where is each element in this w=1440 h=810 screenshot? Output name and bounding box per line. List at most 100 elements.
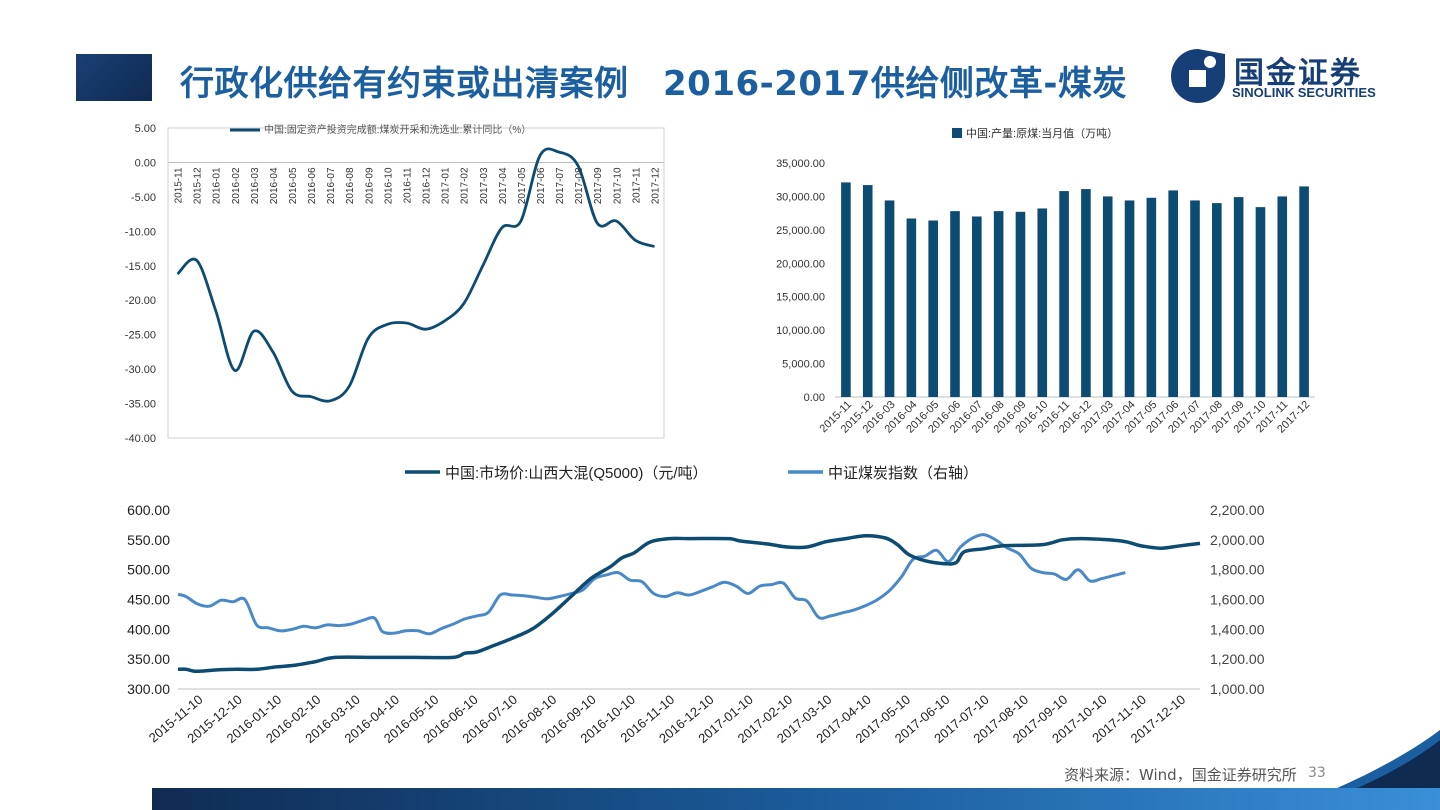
production-bar (1015, 211, 1026, 397)
y-tick-label: -40.00 (125, 433, 156, 445)
source-note: 资料来源：Wind，国金证券研究所 (1064, 766, 1297, 784)
y-left-tick-label: 550.00 (127, 532, 170, 548)
production-bar (884, 200, 895, 397)
production-bar (1255, 207, 1266, 397)
x-tick-label: 2016-02 (231, 167, 242, 204)
y-tick-label: 15,000.00 (776, 292, 825, 304)
production-bar (993, 211, 1004, 397)
y-left-tick-label: 350.00 (127, 651, 170, 667)
y-tick-label: -30.00 (125, 364, 156, 376)
production-bar (928, 220, 938, 397)
y-left-tick-label: 450.00 (127, 592, 170, 608)
coal-price-line (177, 533, 1201, 674)
x-tick-label: 2015-11 (174, 167, 185, 203)
x-tick-label: 2016-03 (250, 167, 261, 204)
x-tick-label: 2016-07 (326, 167, 337, 204)
legend-swatch (952, 128, 962, 138)
production-bar (972, 216, 982, 397)
company-logo: 国金证券 SINOLINK SECURITIES (1168, 46, 1418, 104)
production-bar (1212, 203, 1222, 397)
y-left-tick-label: 300.00 (127, 681, 170, 697)
y-tick-label: 0.00 (804, 392, 825, 404)
x-tick-label: 2017-07 (555, 167, 566, 204)
production-bar (1190, 200, 1200, 397)
y-right-tick-label: 2,200.00 (1210, 502, 1265, 518)
page-title: 行政化供给有约束或出清案例 2016-2017供给侧改革-煤炭 (180, 64, 1127, 104)
production-bar (1299, 186, 1309, 397)
production-bar (1233, 197, 1244, 397)
page-number: 33 (1308, 765, 1326, 781)
x-tick-label: 2017-09 (593, 167, 604, 204)
legend-label-index: 中证煤炭指数（右轴） (828, 465, 978, 482)
y-tick-label: -35.00 (125, 399, 156, 411)
x-tick-label: 2016-08 (345, 167, 356, 204)
y-right-tick-label: 1,000.00 (1210, 681, 1265, 697)
investment-growth-line (176, 147, 655, 403)
y-tick-label: 25,000.00 (776, 225, 825, 237)
x-tick-label: 2016-01 (212, 167, 223, 204)
x-tick-label: 2016-10 (383, 167, 394, 204)
logo-english-text: SINOLINK SECURITIES (1232, 85, 1376, 100)
logo-chinese-text: 国金证券 (1234, 56, 1362, 91)
production-bar (1124, 200, 1135, 397)
footer-bar (152, 788, 1440, 810)
plot-frame (167, 127, 665, 439)
legend-label: 中国:固定资产投资完成额:煤炭开采和洗选业:累计同比（%） (264, 123, 531, 136)
production-bar (906, 218, 917, 397)
x-tick-label: 2017-01 (441, 167, 452, 204)
y-left-tick-label: 400.00 (127, 621, 170, 637)
y-tick-label: -15.00 (125, 261, 156, 273)
production-bar (1037, 208, 1048, 397)
y-tick-label: 30,000.00 (776, 191, 825, 203)
production-bar (862, 185, 873, 397)
y-tick-label: 10,000.00 (776, 325, 825, 337)
y-tick-label: -20.00 (125, 295, 156, 307)
x-tick-label: 2015-12 (193, 167, 204, 204)
y-tick-label: 5.00 (135, 123, 156, 135)
production-bar (1146, 197, 1157, 397)
x-tick-label: 2017-03 (479, 167, 490, 204)
coal-production-chart: 中国:产量:原煤:当月值（万吨） 35,000.00 30,000.00 25,00… (776, 126, 1315, 436)
x-tick-label: 2017-06 (536, 167, 547, 204)
x-tick-label: 2017-12 (650, 167, 661, 204)
production-bar (950, 211, 960, 397)
coal-index-line (177, 533, 1126, 636)
x-tick-label: 2017-08 (574, 167, 585, 204)
production-bar (1168, 190, 1178, 397)
x-tick-label: 2016-11 (402, 167, 413, 203)
production-bar (1102, 196, 1113, 397)
x-tick-label: 2017-11 (631, 167, 642, 203)
y-tick-label: -5.00 (131, 192, 156, 204)
x-tick-label: 2017-10 (612, 167, 623, 204)
x-tick-label: 2016-06 (307, 167, 318, 204)
production-bar (1081, 189, 1091, 397)
y-tick-label: 0.00 (135, 157, 156, 169)
production-bar (1059, 191, 1069, 397)
x-tick-label: 2016-09 (364, 167, 375, 204)
y-tick-label: -25.00 (125, 330, 156, 342)
y-tick-label: 35,000.00 (776, 158, 825, 170)
legend-label-price: 中国:市场价:山西大混(Q5000)（元/吨） (445, 465, 708, 482)
x-tick-label: 2017-04 (498, 167, 509, 204)
y-right-tick-label: 2,000.00 (1210, 532, 1265, 548)
production-bar (1277, 196, 1288, 397)
y-right-tick-label: 1,400.00 (1210, 621, 1265, 637)
coal-price-index-chart: 中国:市场价:山西大混(Q5000)（元/吨） 中证煤炭指数（右轴） 600.0… (127, 465, 1265, 746)
y-left-tick-label: 500.00 (127, 562, 170, 578)
y-right-tick-label: 1,800.00 (1210, 562, 1265, 578)
header-accent-block (76, 54, 152, 101)
y-left-tick-label: 600.00 (127, 502, 170, 518)
x-tick-label: 2017-02 (460, 167, 471, 204)
logo-emblem-icon (1171, 49, 1225, 103)
production-bar (841, 182, 851, 397)
legend-label: 中国:产量:原煤:当月值（万吨） (966, 126, 1118, 140)
y-tick-label: -10.00 (125, 226, 156, 238)
x-tick-label: 2016-04 (269, 167, 280, 204)
y-tick-label: 5,000.00 (782, 359, 825, 371)
y-right-tick-label: 1,600.00 (1210, 592, 1265, 608)
investment-growth-chart: 中国:固定资产投资完成额:煤炭开采和洗选业:累计同比（%） 5.00 0.00 -5… (125, 123, 665, 445)
x-tick-label: 2016-05 (288, 167, 299, 204)
x-tick-label: 2016-12 (422, 167, 433, 204)
x-tick-label: 2017-05 (517, 167, 528, 204)
y-tick-label: 20,000.00 (776, 258, 825, 270)
